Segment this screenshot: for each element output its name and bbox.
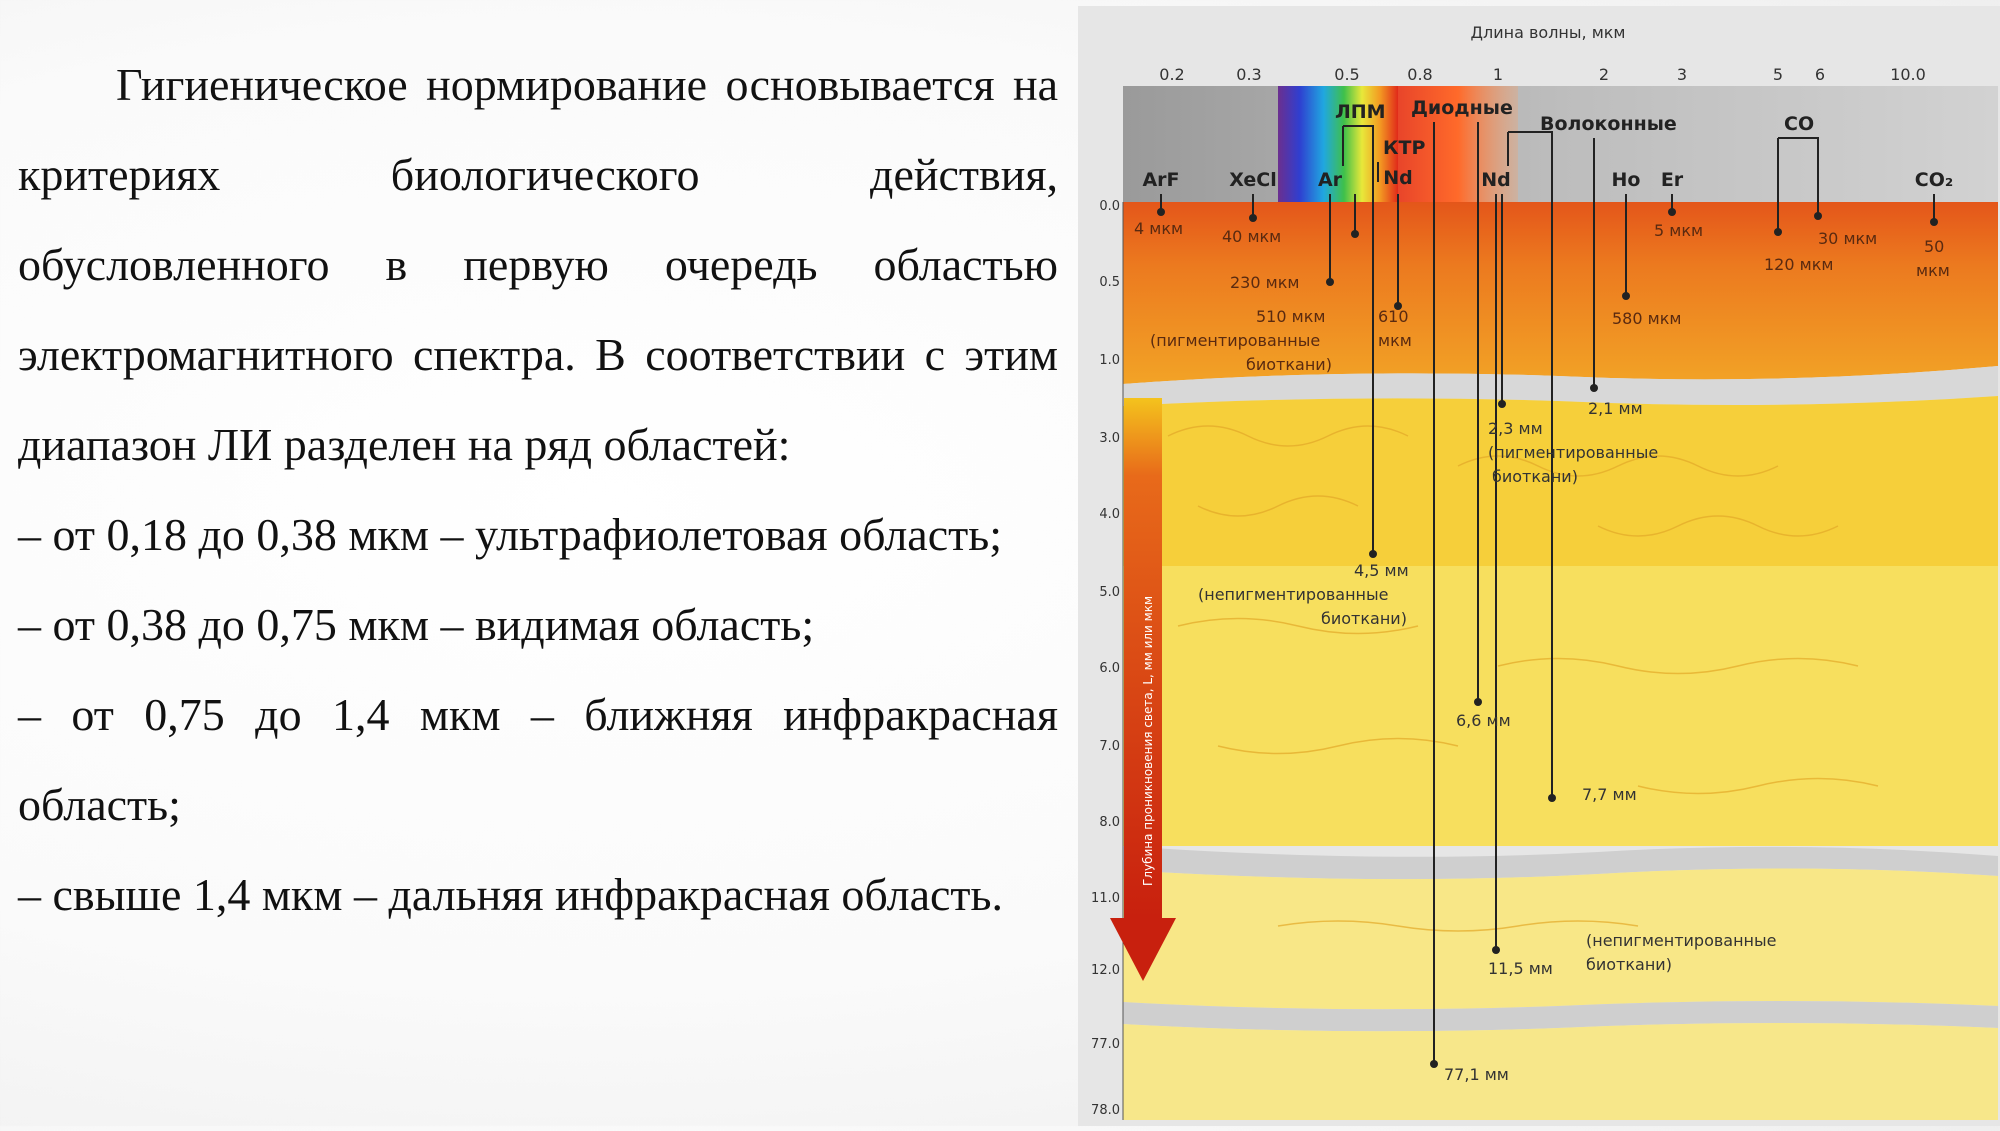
wl-tick: 0.3 xyxy=(1236,65,1261,84)
penetration-points xyxy=(1157,208,1938,1068)
grey-band-1 xyxy=(1123,846,1998,880)
laser-xecl: XeCl xyxy=(1229,169,1276,191)
depth-nd-115: 11,5 мм xyxy=(1488,959,1553,978)
depth-co-120: 120 мкм xyxy=(1764,255,1833,274)
depth-tick: 7.0 xyxy=(1099,739,1120,754)
depth-ar-230: 230 мкм xyxy=(1230,273,1299,292)
laser-er: Er xyxy=(1661,169,1684,191)
group-brackets xyxy=(1342,125,1819,182)
depth-ho: 580 мкм xyxy=(1612,309,1681,328)
depth-fiber-21: 2,1 мм xyxy=(1588,399,1643,418)
visible-spectrum xyxy=(1278,86,1398,204)
depth-lpm-45-note-1: (непигментированные xyxy=(1198,585,1388,604)
laser-ho: Ho xyxy=(1612,169,1641,191)
depth-ktp-610-2: мкм xyxy=(1378,331,1412,350)
group-co: СО xyxy=(1784,113,1814,135)
range-near-ir: – от 0,75 до 1,4 мкм – ближняя инфракрас… xyxy=(18,689,1058,830)
vertical-axis-label: Глубина проникновения света, L, мм или м… xyxy=(1141,596,1155,886)
depth-tick: 1.0 xyxy=(1099,353,1120,368)
depth-lpm-45-note-2: биоткани) xyxy=(1321,609,1407,628)
depth-diode-771: 77,1 мм xyxy=(1444,1065,1509,1084)
depth-ar-510-note-2: биоткани) xyxy=(1246,355,1332,374)
laser-nd: Nd xyxy=(1481,169,1511,191)
depth-lpm-45: 4,5 мм xyxy=(1354,561,1409,580)
cell-texture xyxy=(1167,425,1879,932)
depth-co2-2: мкм xyxy=(1916,261,1950,280)
depth-ar-510-note-1: (пигментированные xyxy=(1150,331,1320,350)
depth-tick: 4.0 xyxy=(1099,507,1120,522)
wl-tick: 0.2 xyxy=(1159,65,1184,84)
range-visible: – от 0,38 до 0,75 мкм – видимая область; xyxy=(18,599,815,650)
depth-nd-23-note-1: (пигментированные xyxy=(1488,443,1658,462)
depth-fiber-77: 7,7 мм xyxy=(1582,785,1637,804)
depth-tick: 11.0 xyxy=(1091,891,1120,906)
depth-nd-115-note-2: биоткани) xyxy=(1586,955,1672,974)
subcutis-layer xyxy=(1123,868,1998,1010)
group-diode: Диодные xyxy=(1411,97,1513,119)
diagram-svg: Длина волны, мкм 0.2 0.3 0.5 0.8 1 2 3 5… xyxy=(1078,6,2000,1126)
depth-xecl: 40 мкм xyxy=(1222,227,1281,246)
depth-tick: 0.5 xyxy=(1099,275,1120,290)
wl-tick: 3 xyxy=(1677,65,1687,84)
deep-layer xyxy=(1123,566,1998,846)
ir-glow xyxy=(1398,86,1518,204)
penetration-arrow: Глубина проникновения света, L, мм или м… xyxy=(1110,398,1176,981)
depth-arf: 4 мкм xyxy=(1134,219,1183,238)
wl-tick: 6 xyxy=(1815,65,1825,84)
depth-co-30: 30 мкм xyxy=(1818,229,1877,248)
depth-tick: 77.0 xyxy=(1091,1037,1120,1052)
laser-co2: CO₂ xyxy=(1915,169,1953,191)
depth-nd-23: 2,3 мм xyxy=(1488,419,1543,438)
axis-title: Длина волны, мкм xyxy=(1471,23,1626,42)
wl-tick: 5 xyxy=(1773,65,1783,84)
dermis-layer xyxy=(1123,396,1998,566)
depth-tick: 6.0 xyxy=(1099,661,1120,676)
spectrum-header xyxy=(1123,86,1998,204)
depth-nd-23-note-2: биоткани) xyxy=(1492,467,1578,486)
bottom-layer xyxy=(1123,1023,1998,1120)
text-panel: Гигиеническое нормирование основывается … xyxy=(18,40,1058,940)
group-ktp: КТР xyxy=(1383,137,1425,159)
depth-er: 5 мкм xyxy=(1654,221,1703,240)
laser-ar: Ar xyxy=(1318,169,1343,191)
wl-tick: 10.0 xyxy=(1890,65,1926,84)
grey-band-2 xyxy=(1123,1001,1998,1032)
wl-tick: 0.5 xyxy=(1334,65,1359,84)
depth-diode-66: 6,6 мм xyxy=(1456,711,1511,730)
depth-tick: 3.0 xyxy=(1099,431,1120,446)
depth-ar-510: 510 мкм xyxy=(1256,307,1325,326)
depth-ktp-610-1: 610 xyxy=(1378,307,1409,326)
intro-paragraph: Гигиеническое нормирование основывается … xyxy=(18,59,1058,470)
wl-tick: 2 xyxy=(1599,65,1609,84)
laser-nd-ktp: Nd xyxy=(1383,167,1413,189)
depth-tick: 12.0 xyxy=(1091,963,1120,978)
gap-band xyxy=(1123,366,1998,406)
laser-arf: ArF xyxy=(1142,169,1179,191)
depth-tick: 0.0 xyxy=(1099,199,1120,214)
penetration-lines xyxy=(1160,122,1935,1064)
wl-tick: 0.8 xyxy=(1407,65,1432,84)
penetration-diagram: Длина волны, мкм 0.2 0.3 0.5 0.8 1 2 3 5… xyxy=(1078,6,2000,1126)
depth-tick: 5.0 xyxy=(1099,585,1120,600)
depth-tick: 8.0 xyxy=(1099,815,1120,830)
group-fiber: Волоконные xyxy=(1540,113,1677,135)
range-uv: – от 0,18 до 0,38 мкм – ультрафиолетовая… xyxy=(18,509,1002,560)
range-far-ir: – свыше 1,4 мкм – дальняя инфракрасная о… xyxy=(18,869,1004,920)
depth-co2-1: 50 xyxy=(1924,237,1944,256)
surface-layer xyxy=(1123,202,1998,384)
depth-nd-115-note-1: (непигментированные xyxy=(1586,931,1776,950)
wl-tick: 1 xyxy=(1493,65,1503,84)
depth-tick: 78.0 xyxy=(1091,1103,1120,1118)
group-lpm: ЛПМ xyxy=(1335,101,1386,123)
